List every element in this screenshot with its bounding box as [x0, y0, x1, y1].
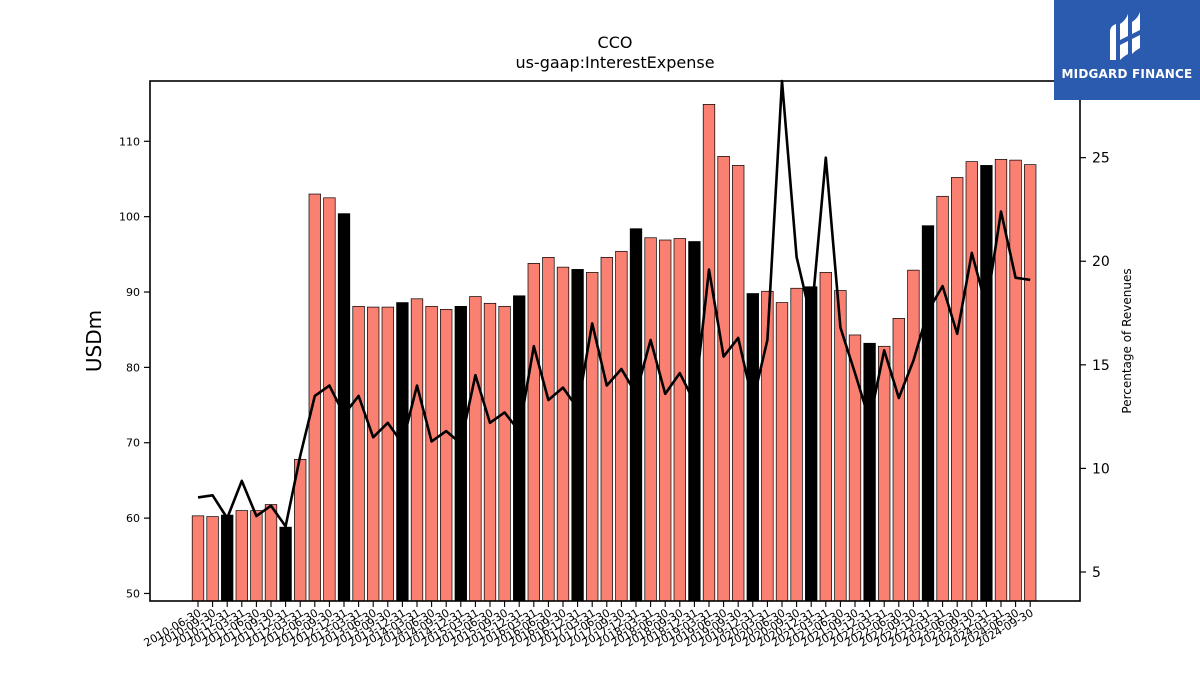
- bar: [1024, 164, 1037, 602]
- bar: [936, 195, 949, 602]
- y2-tick-label: 20: [1092, 254, 1110, 270]
- bar: [440, 309, 453, 602]
- bar: [600, 257, 613, 602]
- bar: [702, 104, 716, 602]
- bar: [907, 269, 920, 602]
- y-tick-label: 110: [119, 135, 140, 148]
- y2-tick-label: 25: [1092, 151, 1110, 167]
- bar: [965, 161, 978, 602]
- bar: [279, 526, 292, 602]
- bar: [878, 345, 891, 602]
- bar: [951, 177, 964, 602]
- bar: [717, 156, 730, 602]
- bar: [586, 272, 599, 602]
- bar: [191, 515, 205, 602]
- brand-logo: MIDGARD FINANCE: [1054, 0, 1200, 100]
- bar: [921, 225, 935, 602]
- bar: [1009, 159, 1022, 602]
- bar: [863, 342, 876, 602]
- chart-title: CCO: [598, 33, 633, 52]
- y-tick-label: 100: [119, 211, 140, 224]
- bar: [323, 197, 336, 602]
- bar: [746, 293, 759, 602]
- bar: [980, 165, 993, 602]
- bar: [250, 510, 263, 602]
- axes-layer: 50607080901001105101520252010-06-302010-…: [119, 80, 1110, 650]
- bar: [732, 165, 745, 602]
- bar: [396, 302, 409, 602]
- logo-text: MIDGARD FINANCE: [1061, 67, 1193, 81]
- bar: [819, 272, 832, 602]
- y-tick-label: 50: [126, 587, 140, 600]
- bar: [264, 504, 278, 602]
- bar: [805, 286, 818, 602]
- bar: [410, 298, 424, 602]
- bar: [892, 318, 905, 602]
- y2-tick-label: 15: [1092, 358, 1110, 374]
- bar: [469, 296, 482, 602]
- bar: [556, 266, 570, 602]
- bar: [367, 306, 380, 602]
- midgard-logo-icon: [1110, 12, 1140, 60]
- bar: [527, 263, 540, 602]
- y-tick-label: 60: [126, 512, 140, 525]
- chart-subtitle: us-gaap:InterestExpense: [515, 53, 714, 72]
- bar: [352, 305, 365, 602]
- line-layer: [197, 79, 1031, 528]
- bar: [498, 305, 511, 602]
- y-tick-label: 70: [126, 437, 140, 450]
- bar: [483, 302, 497, 602]
- bar: [688, 241, 701, 602]
- plot-frame: [149, 80, 1081, 602]
- y-tick-label: 90: [126, 286, 140, 299]
- bar: [381, 306, 394, 602]
- bar: [775, 302, 789, 602]
- bar: [454, 305, 467, 602]
- y2-tick-label: 5: [1092, 565, 1101, 581]
- y2-axis-label: Percentage of Revenues: [1120, 268, 1134, 413]
- bar: [673, 238, 686, 602]
- bar: [659, 239, 672, 602]
- bar: [206, 516, 219, 602]
- bar: [644, 237, 657, 602]
- percentage-line: [197, 79, 1031, 528]
- y-axis-label: USDm: [82, 310, 106, 372]
- bar: [790, 287, 803, 602]
- y-tick-label: 80: [126, 361, 140, 374]
- bar: [425, 305, 438, 602]
- bar: [221, 514, 234, 602]
- y2-tick-label: 10: [1092, 461, 1110, 477]
- bar: [615, 250, 628, 602]
- bar: [513, 295, 526, 602]
- bar: [235, 510, 248, 602]
- bar: [571, 269, 584, 602]
- bar: [629, 228, 643, 602]
- bar: [542, 257, 555, 602]
- bars-layer: [191, 104, 1037, 602]
